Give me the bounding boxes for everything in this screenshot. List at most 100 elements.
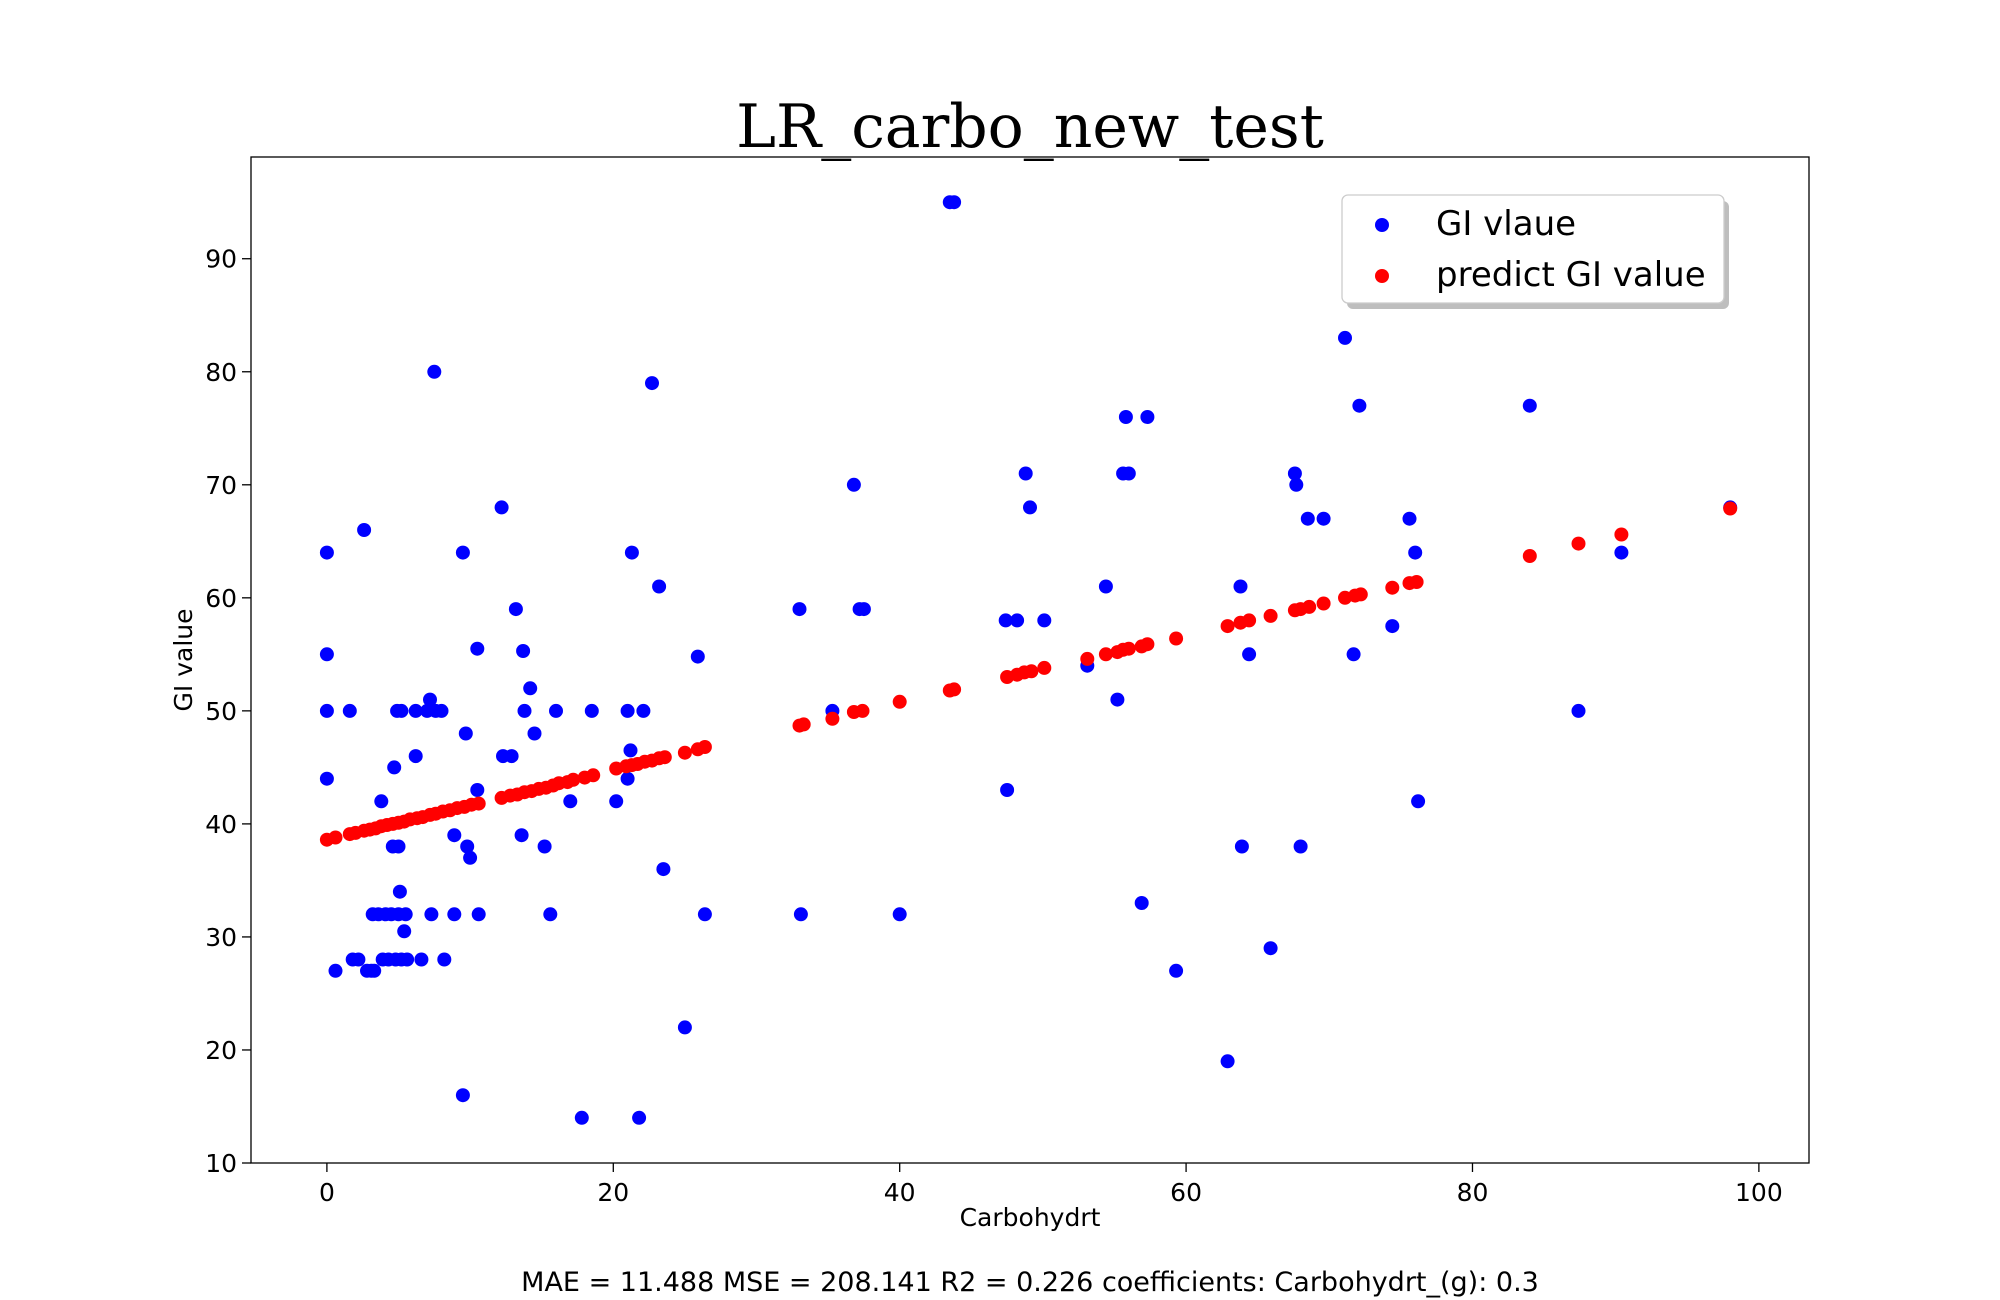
- data-point-series-1-80: [792, 602, 807, 617]
- data-point-series-2-84: [1571, 536, 1586, 551]
- data-point-series-1-81: [793, 907, 808, 922]
- data-point-series-1-122: [1571, 703, 1586, 718]
- data-point-series-1-34: [414, 952, 429, 967]
- data-point-series-1-40: [434, 703, 449, 718]
- data-point-series-1-108: [1263, 941, 1278, 956]
- data-point-series-1-62: [543, 907, 558, 922]
- data-point-series-2-79: [1353, 587, 1368, 602]
- data-point-series-1-32: [408, 749, 423, 764]
- data-point-series-1-121: [1522, 398, 1537, 413]
- data-point-series-1-93: [1023, 500, 1037, 515]
- data-point-series-2-52: [855, 703, 870, 718]
- data-point-series-2-49: [796, 717, 811, 732]
- data-point-series-1-100: [1121, 466, 1136, 481]
- x-tick-label-40: 40: [884, 1178, 916, 1207]
- data-point-series-2-60: [1037, 660, 1052, 675]
- metrics-footnote: MAE = 11.488 MSE = 208.141 R2 = 0.226 co…: [521, 1267, 1539, 1298]
- data-point-series-1-31: [400, 952, 415, 967]
- data-point-series-1-61: [537, 839, 552, 854]
- data-point-series-1-77: [677, 1020, 692, 1035]
- data-point-series-1-30: [398, 907, 413, 922]
- data-point-series-1-72: [632, 1110, 647, 1125]
- legend-marker-series-1: [1375, 218, 1389, 232]
- data-point-series-2-65: [1121, 641, 1136, 656]
- data-point-series-1-49: [470, 783, 485, 797]
- data-point-series-1-76: [656, 862, 671, 877]
- data-point-series-1-43: [447, 907, 462, 922]
- data-point-series-1-44: [455, 1088, 470, 1103]
- legend: GI vlaue predict GI value: [1341, 194, 1729, 309]
- data-point-series-1-46: [458, 726, 473, 741]
- data-point-series-1-85: [856, 602, 871, 617]
- data-point-series-1-4: [319, 771, 334, 786]
- data-point-series-1-118: [1402, 511, 1417, 526]
- data-point-series-1-38: [427, 364, 442, 379]
- data-point-series-2-53: [892, 694, 907, 709]
- y-axis: 10 20 30 40 50 60 70 80 90: [205, 245, 251, 1178]
- data-point-series-1-58: [517, 703, 532, 718]
- data-point-series-1-8: [351, 952, 366, 967]
- y-axis-label: GI value: [169, 609, 198, 712]
- data-point-series-1-15: [374, 794, 389, 809]
- data-point-series-1-2: [319, 647, 334, 662]
- y-tick-label-40: 40: [205, 810, 237, 839]
- data-point-series-1-75: [652, 579, 667, 594]
- x-axis: 0 20 40 60 80 100: [319, 1163, 1783, 1207]
- data-point-series-1-86: [892, 907, 907, 922]
- data-point-series-2-23: [471, 796, 486, 811]
- data-point-series-1-42: [447, 828, 462, 843]
- data-point-series-1-69: [620, 771, 635, 786]
- data-point-series-2-75: [1302, 599, 1317, 614]
- data-point-series-2-82: [1409, 575, 1424, 589]
- data-point-series-1-90: [1000, 783, 1015, 797]
- y-tick-label-80: 80: [205, 358, 237, 387]
- data-point-series-1-56: [514, 828, 529, 843]
- data-point-series-1-123: [1614, 545, 1629, 560]
- data-point-series-1-67: [609, 794, 624, 809]
- data-point-series-2-61: [1080, 651, 1095, 666]
- data-point-series-1-65: [574, 1110, 589, 1125]
- data-point-series-1-109: [1287, 466, 1302, 481]
- data-point-series-1-107: [1242, 647, 1257, 662]
- data-point-series-2-83: [1522, 549, 1537, 563]
- data-point-series-2-55: [947, 682, 962, 697]
- data-point-series-1-117: [1385, 619, 1400, 634]
- data-point-series-1-115: [1346, 647, 1361, 662]
- data-point-series-1-41: [437, 952, 452, 967]
- data-point-series-2-36: [586, 768, 601, 783]
- x-tick-label-20: 20: [597, 1178, 629, 1207]
- data-point-series-1-114: [1338, 330, 1352, 345]
- data-point-series-1-25: [391, 839, 406, 854]
- points-layer: [319, 195, 1738, 1125]
- x-tick-label-100: 100: [1735, 1178, 1783, 1207]
- data-point-series-2-76: [1316, 596, 1331, 611]
- y-tick-label-30: 30: [205, 923, 237, 952]
- data-point-series-1-13: [367, 963, 382, 978]
- data-point-series-2-72: [1263, 608, 1278, 623]
- data-point-series-1-106: [1234, 839, 1249, 854]
- data-point-series-1-26: [392, 884, 407, 899]
- legend-marker-series-2: [1375, 269, 1389, 283]
- data-point-series-1-51: [471, 907, 486, 922]
- y-tick-label-90: 90: [205, 245, 237, 274]
- data-point-series-1-79: [697, 907, 712, 922]
- data-point-series-1-27: [394, 703, 409, 718]
- data-point-series-1-110: [1289, 477, 1304, 492]
- data-point-series-2-71: [1242, 613, 1257, 628]
- data-point-series-2-68: [1169, 631, 1184, 646]
- data-point-series-1-64: [563, 794, 578, 809]
- data-point-series-2-69: [1220, 619, 1235, 634]
- data-point-series-2-67: [1140, 637, 1155, 652]
- data-point-series-1-48: [463, 850, 478, 865]
- data-point-series-2-59: [1024, 664, 1039, 679]
- plot-area-frame: [250, 156, 1810, 1164]
- data-point-series-2-44: [657, 750, 672, 765]
- data-point-series-1-59: [523, 681, 538, 696]
- data-point-series-1-94: [1037, 613, 1052, 628]
- data-point-series-1-105: [1233, 579, 1248, 594]
- data-point-series-1-78: [690, 649, 705, 664]
- data-point-series-1-99: [1118, 410, 1133, 424]
- data-point-series-1-113: [1316, 511, 1331, 526]
- data-point-series-1-63: [549, 703, 563, 718]
